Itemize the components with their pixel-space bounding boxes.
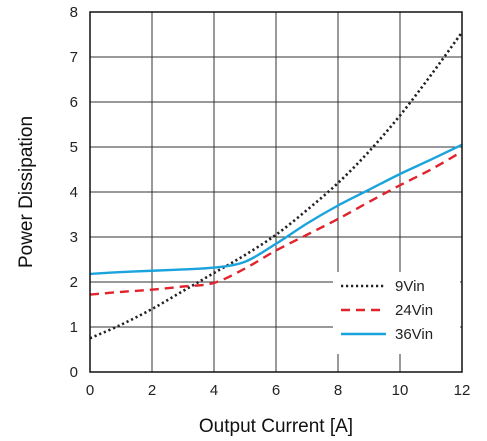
legend-box: [333, 272, 460, 354]
y-tick-label: 2: [70, 274, 78, 291]
x-tick-label: 12: [454, 382, 471, 399]
legend: 9Vin 24Vin 36Vin: [333, 272, 460, 354]
y-tick-label: 1: [70, 319, 78, 336]
plot-frame: [89, 11, 463, 373]
y-tick-label: 0: [70, 364, 78, 381]
y-tick-label: 8: [70, 4, 78, 21]
x-tick-label: 2: [148, 382, 156, 399]
x-axis-title: Output Current [A]: [199, 416, 353, 437]
legend-label-36vin: 36Vin: [395, 326, 433, 343]
series-layer: [90, 31, 462, 340]
series-line-9vin: [90, 31, 462, 340]
x-tick-label: 8: [334, 382, 342, 399]
series-line-24vin: [90, 150, 462, 296]
series-line-36vin: [90, 143, 462, 276]
x-tick-label: 4: [210, 382, 218, 399]
x-tick-labels: 0 2 4 6 8 10 12: [86, 382, 471, 399]
x-tick-label: 6: [272, 382, 280, 399]
y-tick-label: 7: [70, 49, 78, 66]
x-tick-label: 10: [392, 382, 409, 399]
legend-label-9vin: 9Vin: [395, 278, 425, 295]
y-axis-title: Power Dissipation: [16, 116, 37, 268]
grid-lines: [89, 11, 463, 373]
y-tick-labels: 0 1 2 3 4 5 6 7 8: [70, 4, 78, 381]
y-tick-label: 6: [70, 94, 78, 111]
y-tick-label: 5: [70, 139, 78, 156]
legend-label-24vin: 24Vin: [395, 302, 433, 319]
y-tick-label: 3: [70, 229, 78, 246]
x-tick-label: 0: [86, 382, 94, 399]
y-tick-label: 4: [70, 184, 78, 201]
